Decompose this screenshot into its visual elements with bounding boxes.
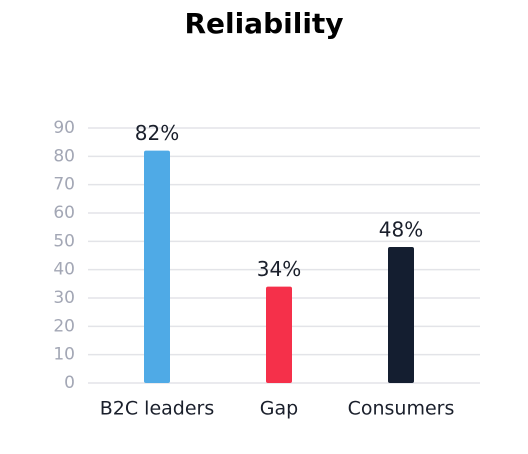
x-tick-label: B2C leaders xyxy=(100,398,215,420)
y-tick-label: 30 xyxy=(53,288,75,308)
y-tick-label: 10 xyxy=(53,345,75,365)
x-tick-label: Gap xyxy=(260,398,298,420)
bar xyxy=(144,150,170,383)
y-tick-label: 0 xyxy=(64,373,75,393)
value-label: 34% xyxy=(257,257,301,281)
y-tick-label: 50 xyxy=(53,231,75,251)
y-tick-label: 20 xyxy=(53,316,75,336)
value-label: 48% xyxy=(379,218,423,242)
y-tick-label: 40 xyxy=(53,260,75,280)
y-tick-label: 70 xyxy=(53,175,75,195)
value-label: 82% xyxy=(135,121,179,145)
y-tick-label: 80 xyxy=(53,146,75,166)
y-tick-label: 60 xyxy=(53,203,75,223)
chart-title: Reliability xyxy=(184,7,343,40)
bar xyxy=(388,247,414,383)
bar xyxy=(266,286,292,383)
y-tick-label: 90 xyxy=(53,118,75,138)
x-tick-label: Consumers xyxy=(348,398,455,420)
